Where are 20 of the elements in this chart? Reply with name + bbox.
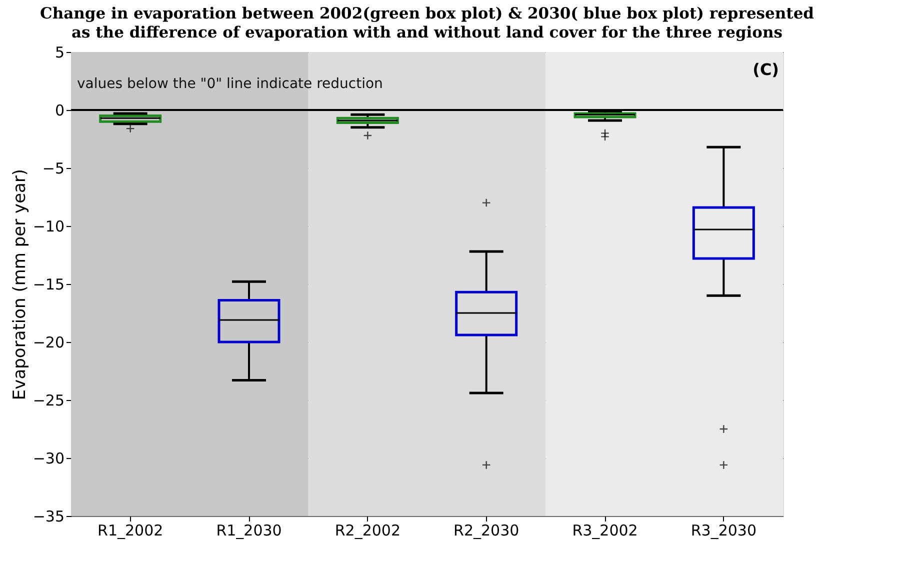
- x-tick-label: R2_2002: [334, 522, 400, 540]
- x-tick-label: R2_2030: [454, 522, 520, 540]
- x-tick-label: R1_2030: [216, 522, 282, 540]
- annotation: (C): [752, 60, 779, 79]
- text: Change in evaporation between 2002(green box plot) & 2030( blue box plot) represented: [40, 4, 814, 22]
- y-tick-label: 0: [54, 102, 64, 120]
- x-tick-label: R1_2002: [98, 522, 164, 540]
- y-tick-label: −15: [32, 276, 64, 294]
- x-tick-label: R3_2002: [572, 522, 638, 540]
- x-tick-label: R3_2030: [690, 522, 756, 540]
- y-tick-label: 5: [54, 44, 64, 62]
- y-tick-label: −25: [32, 392, 64, 410]
- text: as the difference of evaporation with and without land cover for the three regions: [71, 22, 783, 42]
- y-tick-label: −20: [32, 334, 64, 352]
- y-tick-label: −30: [32, 450, 64, 468]
- y-tick-label: −10: [32, 218, 64, 236]
- y-tick-label: −35: [32, 508, 64, 526]
- y-tick-label: −5: [42, 160, 64, 178]
- y-axis-title: Evaporation (mm per year): [10, 168, 30, 400]
- annotation: values below the "0" line indicate reduction: [77, 76, 383, 92]
